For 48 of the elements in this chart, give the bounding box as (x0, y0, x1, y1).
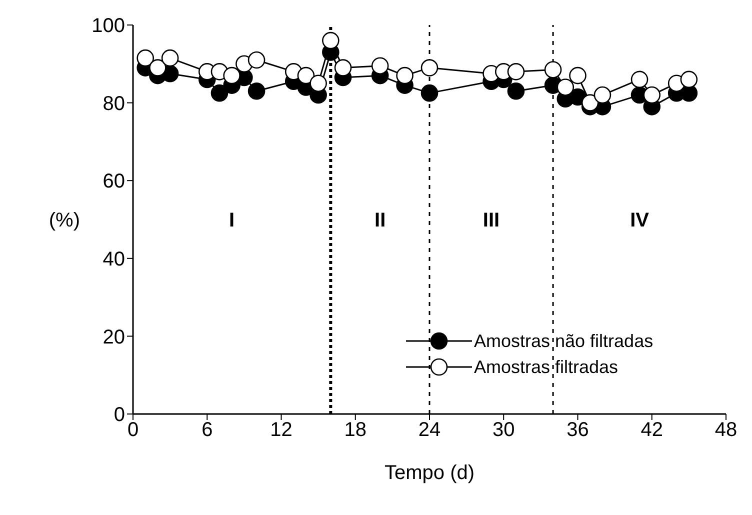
point (334, 59, 352, 76)
point (680, 70, 698, 88)
y-tick-label: 60 (102, 170, 125, 193)
y-tick-label: 100 (92, 15, 125, 38)
point (248, 82, 266, 100)
point (371, 57, 389, 74)
point (136, 49, 154, 67)
point (507, 63, 525, 80)
x-tick-label: 0 (127, 419, 139, 442)
annotation: IV (630, 210, 650, 232)
x-tick-label: 24 (418, 419, 441, 442)
y-tick-label: 0 (114, 404, 125, 426)
point (507, 82, 525, 100)
point (210, 84, 228, 102)
point (322, 32, 340, 50)
point (420, 84, 438, 102)
point (223, 66, 240, 84)
point (643, 86, 661, 104)
point (581, 94, 599, 112)
point (248, 51, 266, 69)
legend-label: Amostras filtradas (474, 356, 618, 378)
point (161, 49, 179, 67)
point (594, 86, 612, 104)
annotation: II (374, 210, 386, 232)
point (556, 78, 574, 96)
y-tick-label: 80 (102, 92, 125, 115)
point (569, 66, 586, 84)
point (630, 70, 648, 88)
x-tick-label: 42 (640, 419, 663, 442)
point (396, 66, 414, 84)
point (149, 59, 166, 76)
x-tick-label: 12 (270, 419, 292, 442)
annotation: III (482, 210, 500, 232)
y-axis-title: (%) (48, 210, 80, 232)
point (310, 74, 327, 92)
y-tick-label: 40 (102, 248, 125, 270)
legend-label: Amostras não filtradas (474, 330, 654, 352)
point (544, 61, 562, 78)
x-axis-title: Tempo (d) (384, 462, 475, 484)
y-tick-label: 20 (102, 326, 125, 348)
x-tick-label: 6 (202, 419, 213, 442)
x-tick-label: 36 (566, 419, 589, 442)
point (297, 66, 315, 84)
x-tick-label: 30 (492, 419, 515, 442)
point (420, 59, 438, 76)
x-tick-label: 18 (344, 419, 366, 442)
x-tick-label: 48 (714, 419, 738, 442)
annotation: I (229, 210, 235, 232)
